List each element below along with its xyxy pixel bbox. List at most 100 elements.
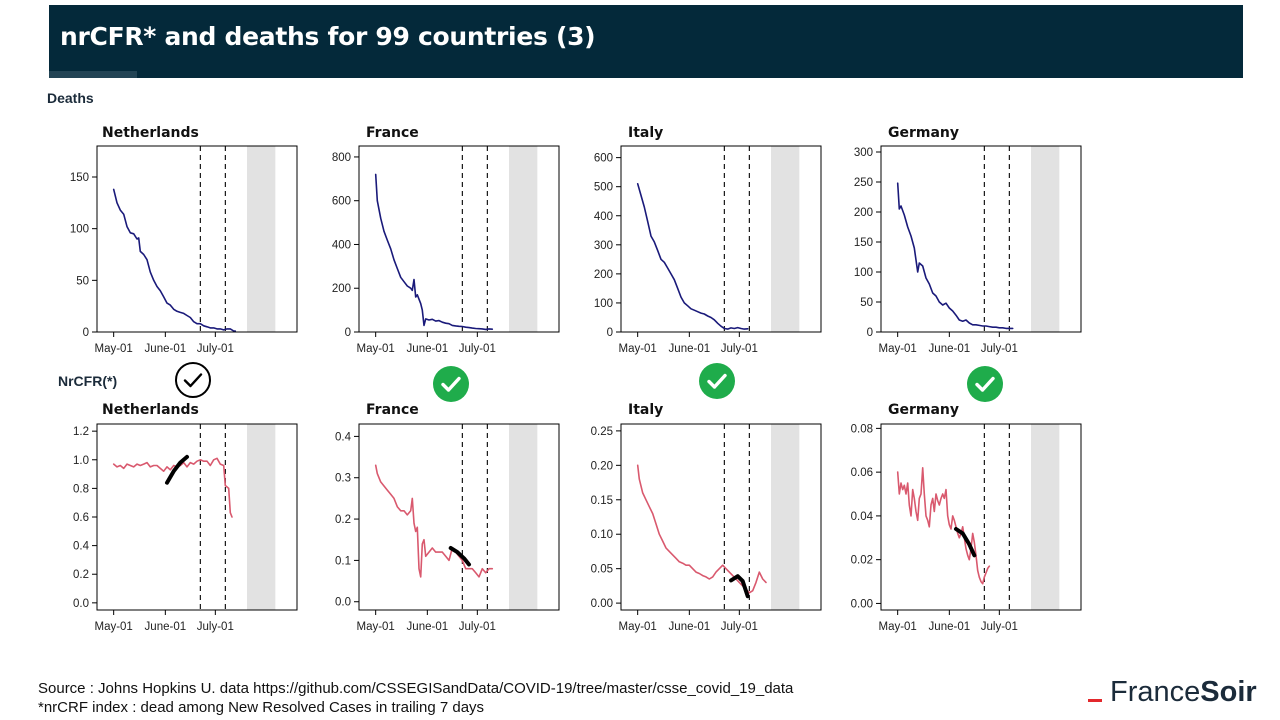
- y-tick-label: 50: [860, 297, 873, 309]
- deaths-title-germany: Germany: [888, 125, 960, 141]
- nrcfr-title-netherlands: Netherlands: [102, 402, 199, 418]
- y-tick-label: 200: [332, 283, 351, 295]
- nrcfr-series-line: [374, 464, 494, 578]
- plot-frame: [96, 145, 298, 333]
- y-tick-label: 0.02: [851, 555, 873, 567]
- x-tick-label: June-01: [407, 621, 449, 633]
- check-circle-green-icon: [967, 366, 1003, 402]
- header-accent-bar: [49, 71, 137, 78]
- y-tick-label: 300: [594, 240, 613, 252]
- header-banner: [49, 5, 1243, 78]
- x-tick-label: June-01: [407, 343, 449, 355]
- y-tick-label: 150: [854, 237, 873, 249]
- chart-nrcfr-netherlands: 0.0 0.2 0.4 0.6 0.8 1.0 1.2 May-01 June-01 July-0…: [73, 423, 298, 633]
- plot-frame: [880, 145, 1082, 333]
- y-tick-label: 1.2: [73, 426, 89, 438]
- fit-curve: [729, 574, 750, 599]
- source-note: Source : Johns Hopkins U. data https://g…: [38, 680, 794, 697]
- x-tick-label: July-01: [459, 343, 496, 355]
- chart-deaths-germany: 0 50 100 150 200 250 300 May-01 June-01 July-01: [854, 145, 1082, 355]
- nrcfr-title-italy: Italy: [628, 402, 664, 418]
- x-tick-label: July-01: [981, 621, 1018, 633]
- y-tick-label: 300: [854, 147, 873, 159]
- plot-frame: [358, 423, 560, 611]
- y-tick-label: 0: [607, 327, 613, 339]
- y-tick-label: 0.20: [591, 460, 613, 472]
- y-tick-label: 0.2: [335, 514, 351, 526]
- x-tick-label: July-01: [721, 621, 758, 633]
- x-tick-label: June-01: [145, 343, 187, 355]
- y-tick-label: 400: [594, 211, 613, 223]
- y-tick-label: 600: [332, 196, 351, 208]
- shaded-window: [247, 146, 276, 332]
- x-tick-label: May-01: [878, 343, 916, 355]
- x-tick-label: June-01: [669, 343, 711, 355]
- nrcfr-section-label: NrCFR(*): [58, 373, 118, 389]
- y-tick-label: 0.0: [335, 597, 351, 609]
- y-tick-label: 0.15: [591, 495, 613, 507]
- x-tick-label: May-01: [618, 343, 656, 355]
- x-tick-label: July-01: [981, 343, 1018, 355]
- x-tick-label: June-01: [145, 621, 187, 633]
- nrcfr-series-line: [896, 466, 991, 585]
- y-tick-label: 0.0: [73, 598, 89, 610]
- y-tick-label: 0: [83, 327, 89, 339]
- y-tick-label: 200: [854, 207, 873, 219]
- logo-text-france: France: [1110, 676, 1201, 708]
- x-tick-label: May-01: [618, 621, 656, 633]
- logo-dash: [1088, 698, 1102, 702]
- deaths-title-italy: Italy: [628, 125, 664, 141]
- nrcfr-series-line: [636, 464, 767, 594]
- y-tick-label: 100: [594, 298, 613, 310]
- y-tick-label: 0.8: [73, 483, 89, 495]
- shaded-window: [509, 146, 538, 332]
- chart-nrcfr-france: 0.0 0.1 0.2 0.3 0.4 May-01 June-01 July-01: [335, 423, 560, 633]
- plot-frame: [880, 423, 1082, 611]
- y-tick-label: 250: [854, 177, 873, 189]
- y-tick-label: 0.2: [73, 569, 89, 581]
- deaths-series-line: [896, 182, 1014, 330]
- deaths-section-label: Deaths: [47, 90, 94, 106]
- y-tick-label: 0.6: [73, 512, 89, 524]
- chart-deaths-netherlands: 0 50 100 150 May-01 June-01 July-01: [70, 145, 298, 355]
- page-title: nrCFR* and deaths for 99 countries (3): [60, 22, 596, 51]
- x-tick-label: July-01: [197, 621, 234, 633]
- deaths-series-line: [112, 188, 237, 332]
- nrcfr-title-france: France: [366, 402, 419, 418]
- y-tick-label: 0.10: [591, 529, 613, 541]
- y-tick-label: 0.1: [335, 555, 351, 567]
- y-tick-label: 100: [70, 224, 89, 236]
- shaded-window: [771, 424, 800, 610]
- deaths-series-line: [636, 182, 749, 330]
- x-tick-label: June-01: [929, 621, 971, 633]
- plot-frame: [620, 423, 822, 611]
- shaded-window: [771, 146, 800, 332]
- x-tick-label: May-01: [356, 621, 394, 633]
- y-tick-label: 400: [332, 239, 351, 251]
- shaded-window: [509, 424, 538, 610]
- x-tick-label: May-01: [878, 621, 916, 633]
- y-tick-label: 0.08: [851, 423, 873, 435]
- y-tick-label: 800: [332, 152, 351, 164]
- y-tick-label: 0.3: [335, 473, 351, 485]
- y-tick-label: 600: [594, 153, 613, 165]
- chart-deaths-france: 0 200 400 600 800 May-01 June-01 July-01: [332, 145, 560, 355]
- y-tick-label: 0.06: [851, 467, 873, 479]
- x-tick-label: May-01: [94, 343, 132, 355]
- plot-frame: [620, 145, 822, 333]
- y-tick-label: 500: [594, 182, 613, 194]
- chart-deaths-italy: 0 100 200 300 400 500 600 May-01 June-01 July-01: [594, 145, 822, 355]
- shaded-window: [1031, 424, 1060, 610]
- x-tick-label: July-01: [459, 621, 496, 633]
- y-tick-label: 200: [594, 269, 613, 281]
- deaths-title-france: France: [366, 125, 419, 141]
- y-tick-label: 0.00: [851, 598, 873, 610]
- x-tick-label: June-01: [929, 343, 971, 355]
- fit-curve: [448, 546, 471, 567]
- chart-nrcfr-italy: 0.00 0.05 0.10 0.15 0.20 0.25 May-01 June-01 Jul…: [591, 423, 822, 633]
- x-tick-label: May-01: [356, 343, 394, 355]
- fit-curve: [954, 527, 977, 558]
- deaths-series-line: [374, 173, 494, 331]
- y-tick-label: 0: [867, 327, 873, 339]
- y-tick-label: 0.4: [335, 431, 352, 443]
